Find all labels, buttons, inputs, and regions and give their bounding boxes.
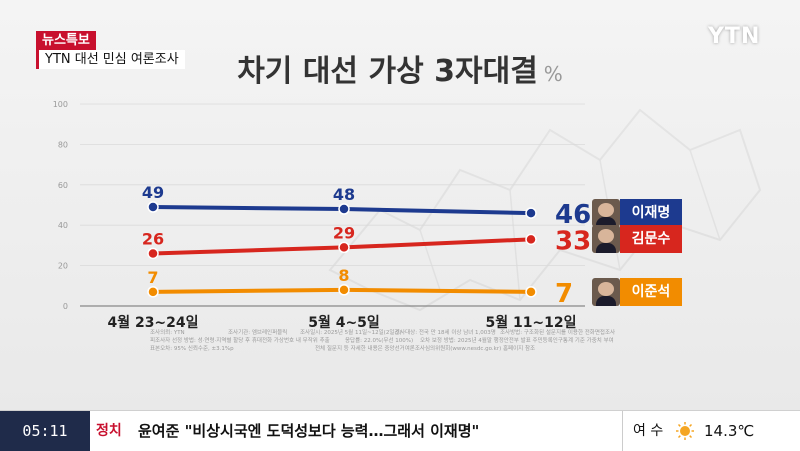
- y-tick-label-0: 0: [63, 302, 68, 311]
- data-point-1-3: [525, 207, 537, 219]
- chart-title: 차기 대선 가상 3자대결: [237, 54, 538, 89]
- data-label-3-1: 7: [147, 268, 158, 287]
- breaking-news-badge: 뉴스특보: [36, 31, 96, 50]
- data-label-2-1: 26: [142, 229, 164, 248]
- data-label-3-2: 8: [338, 266, 349, 285]
- legend-entry-2: 김문수: [620, 225, 682, 254]
- data-label-2-3: 33: [555, 226, 591, 256]
- y-tick-label-20: 20: [58, 262, 68, 271]
- map-watermark: [328, 108, 762, 312]
- footnote-line: 응답률: 22.0%(무선 100%): [345, 338, 414, 344]
- x-tick-label-3: 5월 11~12일: [485, 314, 576, 331]
- legend-entry-3: 이준석: [620, 277, 682, 306]
- data-point-3-2: [338, 284, 350, 296]
- candidate-photo: [592, 277, 620, 306]
- data-point-2-2: [338, 241, 350, 254]
- chart-unit: %: [543, 62, 563, 86]
- footnote-line: 피조사자 선정 방법: 성·연령·지역별 할당 후 휴대전화 가상번호 내 무작…: [150, 338, 330, 344]
- data-point-1-1: [147, 201, 159, 213]
- footnote-line: 조사일시: 2025년 5월 11일~12일(2일간): [300, 330, 402, 336]
- data-label-2-2: 29: [333, 223, 355, 242]
- ytn-logo: YTN: [708, 24, 761, 49]
- footnote-line: 전체 질문지 등 자세한 내용은 중앙선거여론조사심의위원회(www.nesdc…: [315, 346, 536, 352]
- footnote-line: 조사기관: 엠브레인퍼블릭: [228, 330, 288, 336]
- weather-city: 여 수: [622, 411, 663, 451]
- data-point-3-3: [525, 286, 537, 298]
- data-point-2-1: [147, 247, 159, 260]
- line-chart: 0 20 40 60 80 100 4월 23~24일 5월 4~5일 5월 11~12일 49 4…: [53, 100, 591, 331]
- sun-icon: [676, 422, 694, 440]
- data-label-1-2: 48: [333, 185, 355, 204]
- candidate-tag-2: 김문수: [592, 225, 682, 254]
- legend-entry-1: 이재명: [620, 199, 682, 228]
- ticker-headline: 윤여준 "비상시국엔 도덕성보다 능력…그래서 이재명": [138, 422, 480, 440]
- footnote-line: 조사대상: 전국 만 18세 이상 남녀 1,003명: [395, 330, 496, 336]
- data-point-3-1: [147, 286, 159, 298]
- candidate-tag-3: 이준석: [592, 277, 682, 306]
- footnote-line: 조사의뢰: YTN: [150, 330, 185, 336]
- footnote-line: 표본오차: 95% 신뢰수준, ±3.1%p: [150, 346, 234, 352]
- chart-title-wrap: 차기 대선 가상 3자대결%: [0, 46, 800, 90]
- clock: 05:11: [0, 411, 90, 451]
- y-tick-label-60: 60: [58, 181, 68, 190]
- weather-temp: 14.3℃: [704, 422, 755, 440]
- data-label-1-1: 49: [142, 183, 164, 202]
- data-point-1-2: [338, 203, 350, 215]
- footnote-line: 오차 보정 방법: 2025년 4월말 행정안전부 발표 주민등록인구통계 기준…: [420, 338, 614, 344]
- candidate-tag-1: 이재명: [592, 199, 682, 228]
- data-point-2-3: [525, 233, 537, 246]
- y-tick-label-40: 40: [58, 221, 68, 230]
- y-tick-label-80: 80: [58, 140, 68, 149]
- data-label-1-3: 46: [555, 200, 591, 230]
- x-tick-label-2: 5월 4~5일: [308, 314, 380, 331]
- ticker-category: 정치: [96, 423, 122, 439]
- data-label-3-3: 7: [555, 279, 573, 309]
- news-ticker: 05:11 정치 윤여준 "비상시국엔 도덕성보다 능력…그래서 이재명" 여 …: [0, 410, 800, 451]
- candidate-photo: [592, 199, 620, 228]
- program-subtitle: YTN 대선 민심 여론조사: [36, 50, 185, 69]
- y-tick-label-100: 100: [53, 100, 68, 109]
- candidate-photo: [592, 225, 620, 254]
- footnote-line: 조사방법: 구조화된 설문지를 이용한 전화면접조사: [500, 330, 616, 336]
- x-tick-label-1: 4월 23~24일: [107, 314, 198, 331]
